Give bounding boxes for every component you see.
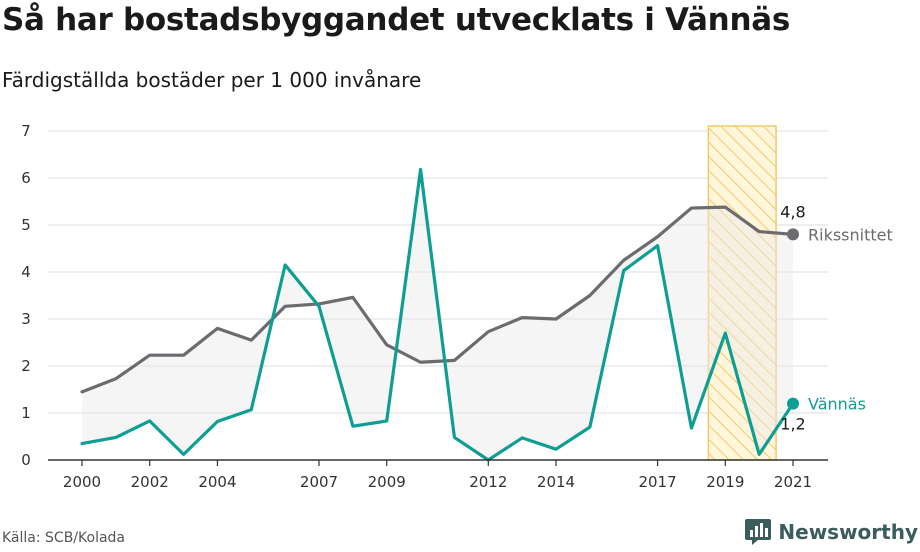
series-end-point: [787, 397, 799, 410]
series-value-label: 4,8: [780, 202, 805, 221]
y-tick-label: 5: [21, 216, 31, 234]
x-axis-ticks: 2000 2002 2004 2007 2009 2012 2014 2017 2019 2021: [63, 460, 812, 491]
x-tick-label: 2012: [469, 473, 507, 491]
x-tick-label: 2004: [198, 473, 236, 491]
series-line-1: [80, 167, 795, 462]
chart-title: Så har bostadsbyggandet utvecklats i Vän…: [2, 2, 790, 38]
x-tick-label: 2007: [300, 473, 338, 491]
y-axis-ticks: 0 1 2 3 4 5 6 7: [21, 122, 31, 469]
y-tick-label: 3: [21, 310, 31, 328]
x-tick-label: 2000: [63, 473, 101, 491]
x-tick-label: 2009: [368, 473, 406, 491]
series-value-label: 1,2: [780, 415, 805, 434]
y-tick-label: 6: [21, 169, 31, 187]
x-tick-label: 2014: [537, 473, 575, 491]
y-tick-label: 2: [21, 357, 31, 375]
brand-logo: Newsworthy: [744, 518, 918, 546]
x-tick-label: 2017: [638, 473, 676, 491]
y-tick-label: 1: [21, 404, 31, 422]
series-line-0: [80, 205, 795, 394]
y-tick-label: 7: [21, 122, 31, 140]
series-end-point: [787, 228, 799, 241]
series-lines: [80, 167, 799, 462]
brand-name: Newsworthy: [778, 520, 918, 544]
source-note: Källa: SCB/Kolada: [2, 530, 126, 546]
y-tick-label: 0: [21, 451, 31, 469]
y-tick-label: 4: [21, 263, 31, 281]
series-name-label: Vännäs: [808, 395, 866, 414]
series-name-label: Rikssnittet: [808, 225, 893, 244]
x-tick-label: 2021: [774, 473, 812, 491]
highlight-band: [707, 125, 777, 461]
chart-subtitle: Färdigställda bostäder per 1 000 invånar…: [2, 68, 422, 92]
newsworthy-logo-icon: [745, 519, 772, 545]
x-tick-label: 2002: [131, 473, 169, 491]
x-tick-label: 2019: [706, 473, 744, 491]
